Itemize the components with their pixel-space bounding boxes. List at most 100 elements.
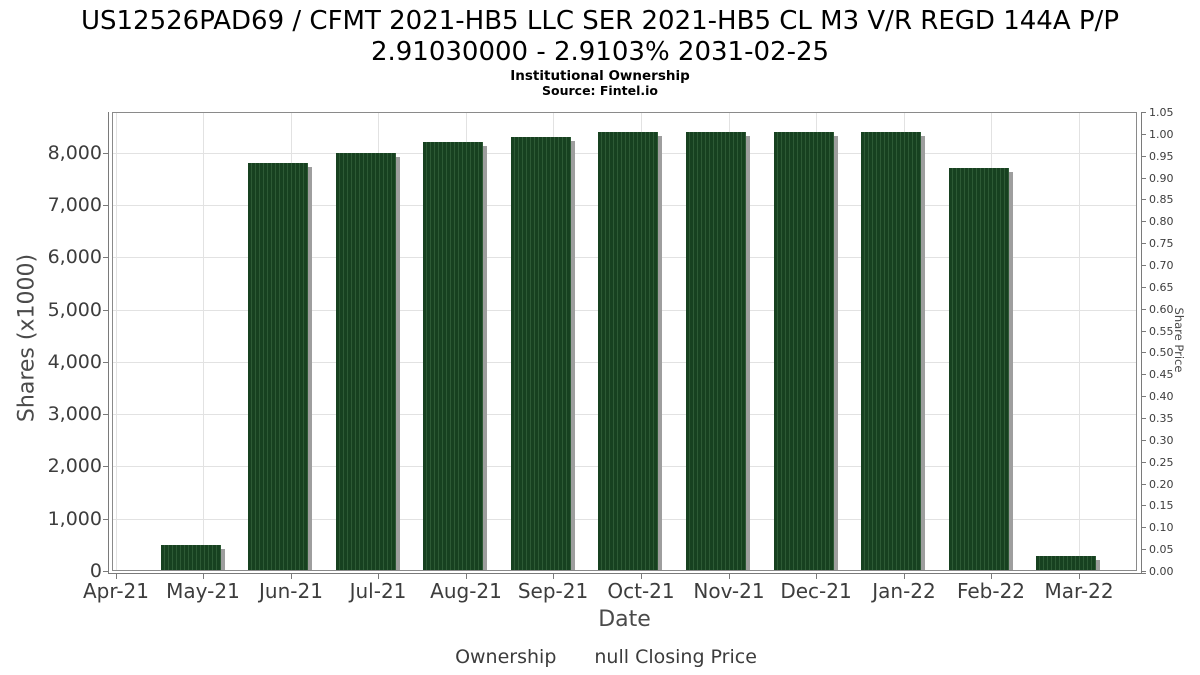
x-tick-label-Mar-22: Mar-22: [1044, 579, 1114, 603]
x-tick-Aug-21: [466, 573, 467, 579]
x-tick-Mar-22: [1079, 573, 1080, 579]
y-tick-right-0.70: [1141, 265, 1146, 266]
y-tick-label-right-0.15: 0.15: [1149, 499, 1174, 512]
y-tick-right-0.95: [1141, 156, 1146, 157]
legend-label-closing-price: null Closing Price: [594, 646, 757, 668]
y-tick-right-0.05: [1141, 549, 1146, 550]
x-tick-Jul-21: [378, 573, 379, 579]
x-tick-label-Feb-22: Feb-22: [956, 579, 1026, 603]
y-tick-right-0.90: [1141, 178, 1146, 179]
x-tick-Sep-21: [553, 573, 554, 579]
x-tick-May-21: [203, 573, 204, 579]
plot-area: [112, 112, 1137, 571]
y-tick-label-right-1.05: 1.05: [1149, 106, 1174, 119]
ownership-bar-Aug-21: [423, 142, 483, 571]
y-tick-left-2000: [103, 466, 108, 467]
y-tick-right-0.15: [1141, 505, 1146, 506]
y-axis-line-right: [1141, 112, 1142, 574]
y-axis-title-right: Share Price: [1172, 307, 1186, 373]
y-tick-right-0.40: [1141, 396, 1146, 397]
x-tick-Jan-22: [904, 573, 905, 579]
y-tick-left-3000: [103, 414, 108, 415]
y-tick-left-8000: [103, 153, 108, 154]
x-tick-label-Dec-21: Dec-21: [780, 579, 852, 603]
legend: Ownership null Closing Price: [0, 646, 1200, 668]
v-gridline-May-21: [203, 112, 204, 571]
y-tick-label-left-2000: 2,000: [47, 455, 102, 477]
x-tick-label-Aug-21: Aug-21: [430, 579, 502, 603]
y-tick-label-right-0.60: 0.60: [1149, 303, 1174, 316]
y-tick-left-4000: [103, 362, 108, 363]
ownership-bar-Oct-21: [598, 132, 658, 571]
y-tick-left-5000: [103, 310, 108, 311]
y-tick-right-0.25: [1141, 462, 1146, 463]
y-tick-label-right-0.25: 0.25: [1149, 456, 1174, 469]
chart-source: Source: Fintel.io: [542, 83, 658, 98]
ownership-bar-Jan-22: [861, 132, 921, 571]
y-tick-right-0.20: [1141, 484, 1146, 485]
y-tick-label-left-8000: 8,000: [47, 142, 102, 164]
x-tick-Feb-22: [991, 573, 992, 579]
y-tick-right-1.05: [1141, 112, 1146, 113]
x-tick-label-Jan-22: Jan-22: [872, 579, 936, 603]
y-tick-label-right-0.30: 0.30: [1149, 434, 1174, 447]
ownership-bar-May-21: [161, 545, 221, 571]
y-tick-label-right-0.80: 0.80: [1149, 215, 1174, 228]
y-tick-right-0.80: [1141, 221, 1146, 222]
y-tick-label-right-0.55: 0.55: [1149, 325, 1174, 338]
y-tick-left-7000: [103, 205, 108, 206]
y-tick-right-0.45: [1141, 374, 1146, 375]
y-tick-label-left-0: 0: [89, 560, 102, 582]
x-tick-Dec-21: [816, 573, 817, 579]
x-tick-label-Jul-21: Jul-21: [349, 579, 407, 603]
y-tick-label-right-0.70: 0.70: [1149, 259, 1174, 272]
ownership-bar-Dec-21: [774, 132, 834, 571]
ownership-bar-Nov-21: [686, 132, 746, 571]
y-tick-right-0.85: [1141, 199, 1146, 200]
x-tick-Jun-21: [291, 573, 292, 579]
y-tick-right-0.55: [1141, 331, 1146, 332]
y-tick-left-1000: [103, 519, 108, 520]
y-tick-right-0.60: [1141, 309, 1146, 310]
y-tick-label-right-0.10: 0.10: [1149, 521, 1174, 534]
x-tick-label-Oct-21: Oct-21: [607, 579, 675, 603]
y-tick-right-0.50: [1141, 352, 1146, 353]
ownership-bar-Mar-22: [1036, 556, 1096, 571]
y-tick-label-right-0.40: 0.40: [1149, 390, 1174, 403]
y-tick-left-0: [103, 571, 108, 572]
chart-title-line-2: 2.91030000 - 2.9103% 2031-02-25: [370, 37, 830, 67]
y-tick-label-left-1000: 1,000: [47, 508, 102, 530]
y-tick-label-right-0.65: 0.65: [1149, 281, 1174, 294]
y-tick-label-right-0.50: 0.50: [1149, 346, 1174, 359]
y-tick-label-left-7000: 7,000: [47, 194, 102, 216]
legend-item-ownership: Ownership: [443, 646, 556, 668]
chart-title-line-1: US12526PAD69 / CFMT 2021-HB5 LLC SER 202…: [80, 6, 1119, 36]
y-tick-right-0.30: [1141, 440, 1146, 441]
y-tick-right-0.35: [1141, 418, 1146, 419]
legend-item-closing-price: null Closing Price: [556, 646, 757, 668]
v-gridline-Mar-22: [1079, 112, 1080, 571]
y-tick-label-right-0.00: 0.00: [1149, 565, 1174, 578]
x-tick-Apr-21: [116, 573, 117, 579]
y-tick-label-right-1.00: 1.00: [1149, 128, 1174, 141]
y-tick-label-right-0.35: 0.35: [1149, 412, 1174, 425]
ownership-bar-Sep-21: [511, 137, 571, 571]
x-tick-Oct-21: [641, 573, 642, 579]
y-tick-label-right-0.95: 0.95: [1149, 150, 1174, 163]
y-tick-label-right-0.20: 0.20: [1149, 478, 1174, 491]
y-axis-title-left: Shares (x1000): [14, 253, 40, 423]
ownership-bar-Jul-21: [336, 153, 396, 571]
y-tick-label-right-0.85: 0.85: [1149, 193, 1174, 206]
ownership-bar-Jun-21: [248, 163, 308, 571]
v-gridline-Apr-21: [116, 112, 117, 571]
y-tick-label-right-0.45: 0.45: [1149, 368, 1174, 381]
x-tick-label-Sep-21: Sep-21: [517, 579, 589, 603]
x-axis-title: Date: [598, 607, 651, 632]
legend-label-ownership: Ownership: [455, 646, 557, 668]
x-tick-Nov-21: [729, 573, 730, 579]
x-axis-line: [108, 573, 1146, 574]
ownership-bar-Feb-22: [949, 168, 1009, 571]
y-tick-label-right-0.05: 0.05: [1149, 543, 1174, 556]
x-tick-label-May-21: May-21: [166, 579, 240, 603]
